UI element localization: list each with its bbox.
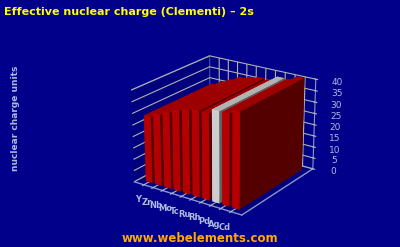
Text: www.webelements.com: www.webelements.com <box>122 231 278 245</box>
Text: Effective nuclear charge (Clementi) – 2s: Effective nuclear charge (Clementi) – 2s <box>4 7 254 17</box>
Text: nuclear charge units: nuclear charge units <box>12 66 20 171</box>
